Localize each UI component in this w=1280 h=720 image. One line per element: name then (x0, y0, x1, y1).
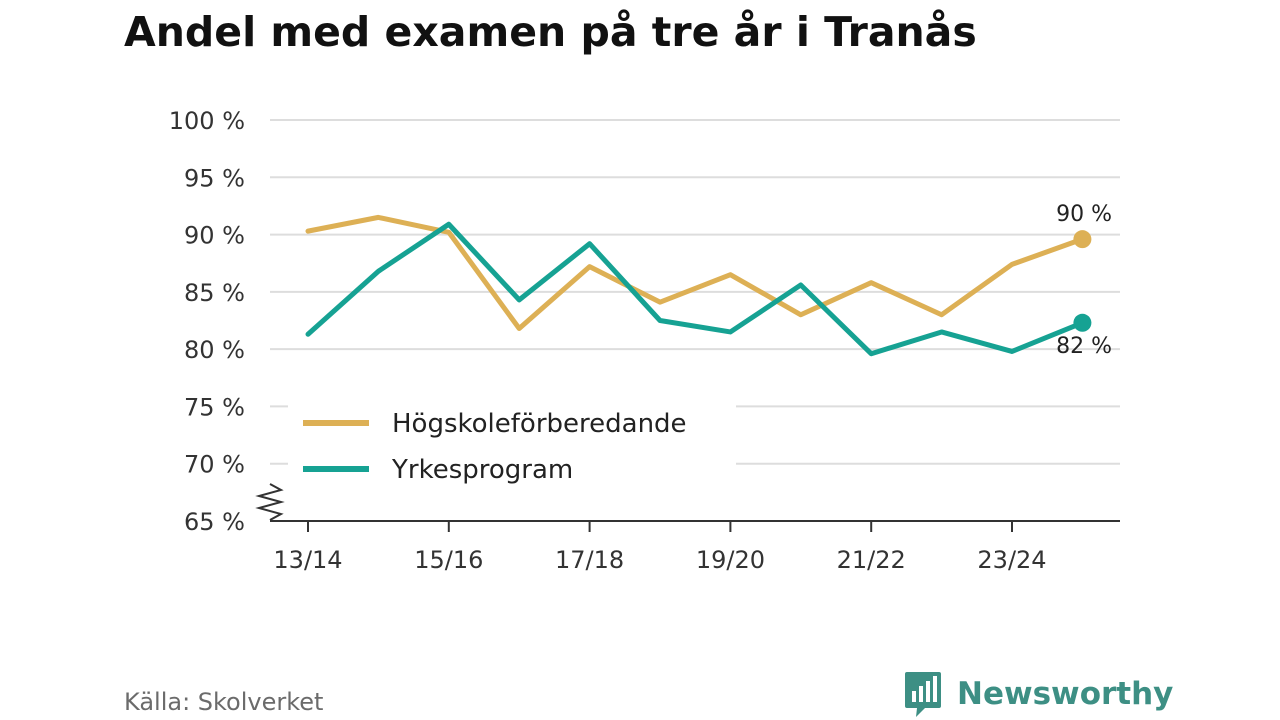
x-tick-label: 19/20 (696, 546, 765, 574)
bar-chart-speech-icon (905, 672, 941, 717)
end-marker (1073, 313, 1092, 332)
y-tick-label: 70 % (184, 451, 245, 479)
x-tick-label: 13/14 (273, 546, 342, 574)
legend-label: Högskoleförberedande (392, 409, 687, 439)
x-tick-label: 17/18 (555, 546, 624, 574)
y-tick-label: 75 % (184, 393, 245, 421)
x-tick-label: 21/22 (837, 546, 906, 574)
legend-label: Yrkesprogram (391, 455, 573, 485)
x-tick-label: 15/16 (414, 546, 483, 574)
newsworthy-logo: Newsworthy (903, 670, 1173, 718)
end-value-label: 90 % (1056, 202, 1112, 227)
end-marker (1073, 230, 1092, 249)
chart-title: Andel med examen på tre år i Tranås (124, 8, 977, 56)
y-tick-label: 95 % (184, 164, 245, 192)
legend-background (288, 405, 736, 465)
end-value-label: 82 % (1056, 334, 1112, 359)
y-tick-label: 80 % (184, 336, 245, 364)
y-tick-label: 100 % (169, 107, 245, 135)
y-tick-label: 65 % (184, 508, 245, 536)
source-note: Källa: Skolverket (124, 688, 324, 716)
x-tick-label: 23/24 (977, 546, 1046, 574)
logo-text: Newsworthy (957, 676, 1174, 712)
y-tick-label: 90 % (184, 222, 245, 250)
axis-break-icon (255, 483, 285, 521)
line-chart: 65 % 70 % 75 % 80 % 85 % 90 % 95 % 100 % 13/14 15… (169, 107, 1120, 574)
y-tick-label: 85 % (184, 279, 245, 307)
series-line (305, 221, 1085, 357)
